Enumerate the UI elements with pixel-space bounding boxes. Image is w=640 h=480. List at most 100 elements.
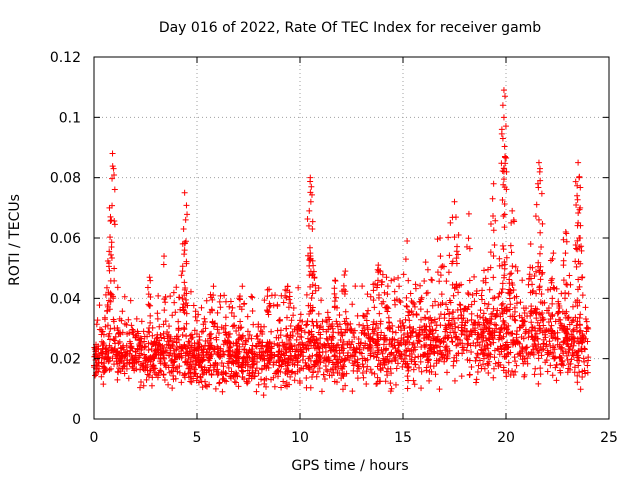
data-point: [519, 317, 526, 324]
data-point: [449, 281, 456, 288]
data-point: [537, 317, 544, 324]
data-point: [574, 335, 581, 342]
data-point: [393, 365, 400, 372]
data-point: [360, 364, 367, 371]
data-point: [412, 361, 419, 368]
data-point: [492, 360, 499, 367]
data-point: [575, 159, 582, 166]
data-point: [558, 355, 565, 362]
data-point: [582, 316, 589, 323]
data-point: [234, 373, 241, 380]
data-point: [321, 375, 328, 382]
data-point: [198, 363, 205, 370]
data-point: [181, 247, 188, 254]
data-point: [547, 316, 554, 323]
data-point: [283, 314, 290, 321]
data-point: [463, 347, 470, 354]
data-point: [295, 322, 302, 329]
data-point: [429, 302, 436, 309]
data-point: [434, 336, 441, 343]
data-point: [101, 314, 108, 321]
data-point: [535, 349, 542, 356]
data-point: [536, 284, 543, 291]
data-point: [374, 332, 381, 339]
data-point: [501, 211, 508, 218]
data-point: [109, 163, 116, 170]
data-point: [549, 334, 556, 341]
data-point: [158, 368, 165, 375]
data-point: [410, 366, 417, 373]
data-point: [431, 316, 438, 323]
data-point: [332, 277, 339, 284]
data-point: [181, 189, 188, 196]
data-point: [367, 338, 374, 345]
data-point: [566, 346, 573, 353]
data-point: [385, 358, 392, 365]
data-point: [186, 339, 193, 346]
data-point: [303, 375, 310, 382]
data-point: [135, 330, 142, 337]
data-point: [336, 312, 343, 319]
data-point: [137, 384, 144, 391]
data-point: [116, 360, 123, 367]
data-point: [403, 294, 410, 301]
data-point: [219, 388, 226, 395]
data-point: [477, 314, 484, 321]
data-point: [307, 189, 314, 196]
data-point: [570, 326, 577, 333]
data-point: [411, 303, 418, 310]
data-point: [121, 320, 128, 327]
data-point: [128, 344, 135, 351]
data-point: [497, 361, 504, 368]
data-point: [338, 326, 345, 333]
data-point: [478, 334, 485, 341]
data-point: [329, 365, 336, 372]
data-point: [307, 357, 314, 364]
data-point: [374, 363, 381, 370]
data-point: [573, 349, 580, 356]
data-point: [447, 329, 454, 336]
data-point: [106, 260, 112, 267]
data-point: [221, 337, 228, 344]
data-point: [466, 357, 473, 364]
data-point: [367, 352, 374, 359]
data-point: [218, 360, 225, 367]
data-point: [510, 216, 517, 223]
data-point: [430, 363, 437, 370]
data-point: [473, 354, 480, 361]
data-point: [299, 356, 306, 363]
data-point: [241, 300, 248, 307]
data-point: [471, 273, 478, 280]
data-point: [529, 324, 536, 331]
data-point: [176, 294, 183, 301]
data-point: [184, 211, 191, 218]
data-point: [261, 297, 268, 304]
data-point: [507, 301, 514, 308]
data-point: [309, 257, 316, 264]
data-point: [563, 352, 570, 359]
data-point: [330, 361, 337, 368]
data-point: [165, 381, 172, 388]
data-point: [190, 302, 197, 309]
data-point: [547, 328, 554, 335]
data-point: [183, 320, 190, 327]
data-point: [179, 268, 186, 275]
data-point: [565, 290, 572, 297]
data-point: [104, 355, 111, 362]
data-point: [317, 359, 324, 366]
data-point: [529, 289, 536, 296]
data-point: [185, 352, 192, 359]
data-point: [479, 287, 486, 294]
data-point: [453, 255, 460, 262]
data-point: [523, 344, 530, 351]
data-point: [106, 204, 113, 211]
data-point: [296, 377, 303, 384]
data-point: [453, 357, 460, 364]
data-point: [574, 302, 581, 309]
data-point: [244, 367, 251, 374]
data-point: [465, 235, 472, 242]
data-point: [125, 375, 132, 382]
data-point: [541, 331, 548, 338]
data-point: [109, 150, 116, 157]
data-point: [350, 362, 357, 369]
